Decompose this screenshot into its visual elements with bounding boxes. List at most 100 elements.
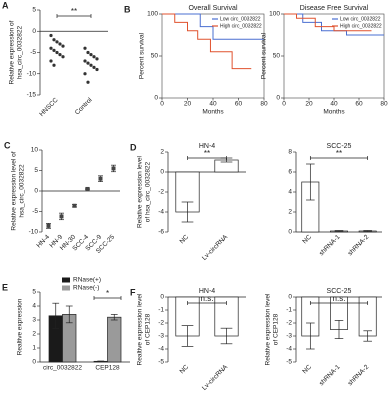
panel-label: E bbox=[2, 282, 8, 292]
chart-title: SCC-25 bbox=[327, 143, 352, 150]
significance-label: ** bbox=[204, 149, 210, 158]
data-point bbox=[55, 40, 59, 44]
y-tick-label: 0 bbox=[32, 359, 36, 366]
x-tick-label: NC bbox=[301, 233, 313, 245]
y-tick-label: 6 bbox=[288, 169, 292, 176]
y-axis-label: Relative expression of bbox=[9, 20, 16, 84]
y-tick-label: -15 bbox=[27, 92, 37, 99]
panel-label: A bbox=[2, 0, 9, 10]
y-tick-label: 3 bbox=[32, 317, 36, 324]
data-point bbox=[61, 55, 65, 59]
y-tick-label: 100 bbox=[147, 11, 158, 18]
data-point bbox=[83, 59, 87, 63]
y-tick-label: 2 bbox=[160, 149, 164, 156]
data-point bbox=[49, 33, 53, 38]
x-tick-label: 0 bbox=[282, 101, 286, 108]
y-tick-label: -1 bbox=[286, 307, 292, 314]
data-point bbox=[83, 46, 87, 50]
y-tick-label: 50 bbox=[273, 53, 281, 60]
y-axis-label: Relative expression level bbox=[265, 293, 272, 365]
data-point bbox=[86, 80, 90, 84]
y-tick-label: 50 bbox=[151, 53, 159, 60]
x-tick-label: Lv-circRNA bbox=[201, 363, 230, 392]
y-tick-label: -4 bbox=[286, 346, 292, 353]
data-point bbox=[89, 63, 93, 67]
y-tick-label: 2 bbox=[288, 209, 292, 216]
chart-title: SCC-25 bbox=[327, 288, 352, 295]
data-point bbox=[49, 59, 53, 63]
data-point bbox=[85, 186, 90, 191]
y-axis-label: Realtive expression bbox=[17, 298, 24, 355]
data-point bbox=[58, 53, 62, 57]
bar bbox=[107, 316, 122, 363]
x-tick-label: 60 bbox=[235, 101, 243, 108]
y-axis-label: Realtive expression level bbox=[137, 293, 144, 365]
x-tick-label: circ_0032822 bbox=[43, 365, 82, 372]
y-tick-label: -5 bbox=[158, 359, 164, 366]
panel-label: D bbox=[130, 142, 137, 152]
y-tick-label: -1 bbox=[158, 307, 164, 314]
legend-label: High circ_0032822 bbox=[220, 23, 262, 29]
data-point bbox=[111, 166, 116, 171]
data-point bbox=[98, 176, 103, 181]
y-tick-label: 4 bbox=[32, 303, 36, 310]
x-tick-label: shRNA-1 bbox=[318, 363, 342, 387]
data-point bbox=[95, 57, 99, 61]
y-tick-label: -6 bbox=[158, 229, 164, 236]
data-point bbox=[55, 50, 59, 55]
x-tick-label: shRNA-1 bbox=[318, 233, 342, 257]
y-tick-label: 0 bbox=[288, 294, 292, 301]
data-point bbox=[72, 203, 77, 208]
data-point bbox=[59, 214, 64, 219]
x-tick-label: Control bbox=[74, 96, 94, 116]
x-tick-label: 80 bbox=[380, 101, 388, 108]
y-axis-label: of CEP128 bbox=[273, 313, 280, 345]
data-point bbox=[52, 38, 56, 42]
x-tick-label: 20 bbox=[184, 101, 192, 108]
x-tick-label: 0 bbox=[160, 101, 164, 108]
x-axis-label: Months bbox=[323, 109, 345, 116]
survival-curve bbox=[162, 13, 252, 70]
x-tick-label: HN-4 bbox=[35, 233, 51, 249]
x-tick-label: 80 bbox=[260, 101, 268, 108]
y-tick-label: -10 bbox=[27, 70, 37, 77]
legend-label: Low circ_0032822 bbox=[340, 16, 381, 22]
y-tick-label: -2 bbox=[286, 320, 292, 327]
y-tick-label: 0 bbox=[288, 229, 292, 236]
survival-curve bbox=[284, 13, 372, 32]
y-tick-label: 8 bbox=[288, 149, 292, 156]
y-tick-label: 5 bbox=[32, 7, 36, 14]
x-tick-label: NC bbox=[179, 233, 191, 245]
legend-label: High circ_0032822 bbox=[340, 23, 382, 29]
data-point bbox=[49, 46, 53, 50]
y-tick-label: -2 bbox=[158, 320, 164, 327]
data-point bbox=[95, 67, 99, 72]
data-point bbox=[92, 65, 96, 69]
y-tick-label: -4 bbox=[158, 346, 164, 353]
legend-label: RNase(+) bbox=[73, 277, 101, 284]
significance-label: * bbox=[106, 289, 109, 298]
y-axis-label: of hsa_circ_0032822 bbox=[145, 161, 152, 222]
chart-title: HN-4 bbox=[199, 288, 215, 295]
y-tick-label: 5 bbox=[32, 289, 36, 296]
chart-title: Overall Survival bbox=[188, 5, 237, 12]
panel-label: F bbox=[130, 287, 136, 297]
x-tick-label: shRNA-2 bbox=[347, 363, 371, 387]
significance-label: n.s. bbox=[333, 294, 346, 303]
significance-label: ** bbox=[71, 7, 77, 16]
data-point bbox=[61, 44, 65, 48]
data-point bbox=[52, 48, 56, 52]
y-tick-label: 100 bbox=[269, 11, 280, 18]
y-tick-label: 0 bbox=[160, 294, 164, 301]
data-point bbox=[92, 55, 96, 59]
chart-title: Disease Free Survival bbox=[300, 5, 369, 12]
data-point bbox=[58, 42, 62, 46]
significance-label: n.s. bbox=[201, 294, 214, 303]
x-tick-label: Lv-circRNA bbox=[201, 233, 230, 262]
y-tick-label: -5 bbox=[32, 208, 38, 215]
y-tick-label: -2 bbox=[158, 189, 164, 196]
y-tick-label: 2 bbox=[32, 331, 36, 338]
y-tick-label: 0 bbox=[34, 188, 38, 195]
y-tick-label: -5 bbox=[286, 359, 292, 366]
